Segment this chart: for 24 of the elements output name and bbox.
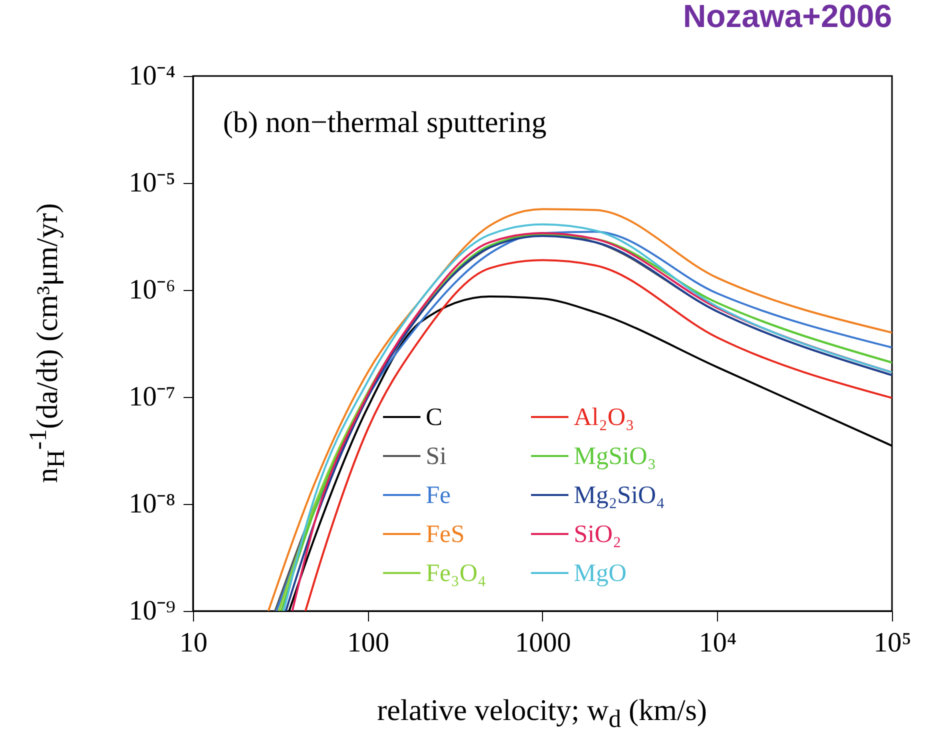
- y-tick-label: 10⁻⁶: [128, 274, 176, 306]
- x-tick-label: 1000: [515, 628, 571, 658]
- y-tick-label: 10⁻⁵: [128, 168, 176, 198]
- legend-label: MgSiO₃: [574, 443, 656, 470]
- y-tick-label: 10⁻⁸: [128, 488, 176, 520]
- chart-title: Nozawa+2006: [682, 0, 892, 34]
- legend-label: SiO₂: [574, 521, 622, 548]
- legend-label: MgO: [574, 560, 627, 587]
- legend-label: Fe: [426, 482, 451, 509]
- legend-label: Al₂O₃: [574, 404, 634, 431]
- legend-label: C: [426, 404, 442, 431]
- x-tick-label: 10⁴: [698, 628, 737, 658]
- legend-label: Fe₃O₄: [426, 560, 486, 587]
- y-tick-label: 10⁻⁷: [128, 382, 176, 412]
- legend-label: Mg₂SiO₄: [574, 482, 665, 509]
- x-tick-label: 10⁵: [874, 628, 912, 658]
- y-tick-label: 10⁻⁴: [128, 60, 176, 92]
- x-tick-label: 10: [180, 628, 208, 658]
- x-axis-title: relative velocity; w$_{d}$ (km/s): [377, 694, 707, 734]
- legend-label: FeS: [426, 521, 465, 548]
- annotation: (b) non−thermal sputtering: [223, 106, 547, 139]
- y-tick-label: 10⁻⁹: [128, 596, 176, 626]
- x-tick-label: 100: [347, 628, 390, 658]
- legend-label: Si: [426, 443, 447, 470]
